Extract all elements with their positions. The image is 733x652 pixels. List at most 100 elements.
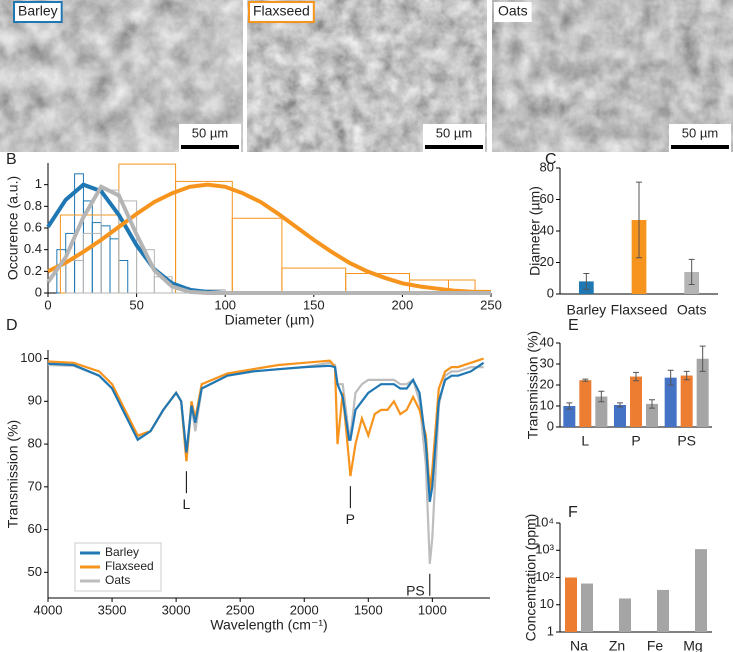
label-box <box>13 1 63 23</box>
y-tick-label: 20 <box>540 254 554 269</box>
micrograph-label: Flaxseed <box>253 3 310 19</box>
y-tick-label: 70 <box>28 478 42 493</box>
error-bar <box>649 399 655 409</box>
y-tick-label: 1 <box>547 623 554 638</box>
error-bar <box>636 181 642 259</box>
y-tick-label: 50 <box>28 564 42 579</box>
x-tick-label: Fe <box>647 638 664 652</box>
scale-bar <box>181 145 239 149</box>
y-tick-label: 90 <box>28 393 42 408</box>
histogram-bar <box>231 217 283 294</box>
y-tick-label: 10 <box>540 596 554 611</box>
bar <box>619 598 631 632</box>
x-tick-label: Barley <box>566 302 606 318</box>
y-tick-label: 0.2 <box>24 263 42 278</box>
legend-label: Flaxseed <box>105 559 154 573</box>
annotation: P <box>346 511 355 527</box>
bar <box>657 589 669 632</box>
y-tick-label: 20 <box>540 376 554 391</box>
bar <box>579 380 592 427</box>
annotation: PS <box>406 582 425 598</box>
panel-letter: E <box>568 317 579 334</box>
x-tick-label: 1500 <box>354 602 383 617</box>
error-bar <box>582 378 589 382</box>
y-axis-title: Occurence (a.u.) <box>5 176 21 280</box>
y-tick-label: 0.8 <box>24 198 42 213</box>
fit-curve <box>46 184 491 295</box>
panel-letter: D <box>6 317 18 334</box>
error-bar <box>667 369 674 386</box>
x-axis-title: Wavelength (cm⁻¹) <box>210 617 327 633</box>
y-axis-title: Transmission (%) <box>5 420 21 528</box>
y-axis-title: Concentration (ppm) <box>523 514 539 642</box>
histogram-bar <box>118 260 129 294</box>
x-tick-label: 100 <box>214 297 236 312</box>
x-tick-label: 3000 <box>162 602 191 617</box>
x-tick-label: 2500 <box>226 602 255 617</box>
x-tick-label: PS <box>677 433 696 449</box>
x-tick-label: P <box>631 433 640 449</box>
y-tick-label: 0.6 <box>24 219 42 234</box>
y-tick-label: 10³ <box>535 542 554 557</box>
x-tick-label: 50 <box>129 297 143 312</box>
scale-bar <box>425 145 483 149</box>
panel-letter: C <box>545 151 557 168</box>
bar <box>695 549 707 632</box>
x-tick-label: 2000 <box>290 602 319 617</box>
y-axis-title: Transmission (%) <box>525 331 541 439</box>
panel-letter: B <box>6 151 17 168</box>
bar <box>696 358 709 427</box>
x-tick-label: 3500 <box>98 602 127 617</box>
bar <box>563 406 576 427</box>
y-tick-label: 10 <box>540 397 554 412</box>
y-tick-label: 60 <box>28 521 42 536</box>
scale-bar-label: 50 µm <box>192 125 228 140</box>
micrograph-label: Barley <box>18 3 58 19</box>
micrograph-label: Oats <box>498 3 528 19</box>
error-bar <box>683 370 690 381</box>
y-tick-label: 0 <box>547 285 554 300</box>
legend-label: Oats <box>105 573 130 587</box>
x-tick-label: 0 <box>44 297 51 312</box>
error-bar <box>633 371 639 382</box>
legend-label: Barley <box>105 545 139 559</box>
y-tick-label: 0 <box>35 284 42 299</box>
spectrum-line <box>47 361 485 502</box>
bar <box>680 375 693 427</box>
scale-bar-label: 50 µm <box>436 125 472 140</box>
histogram-bar <box>175 180 233 294</box>
bar <box>565 577 577 632</box>
x-tick-label: 150 <box>303 297 325 312</box>
annotation: L <box>182 496 190 512</box>
x-tick-label: Mg <box>683 638 702 652</box>
error-bar <box>699 345 706 372</box>
error-bar <box>566 402 573 410</box>
bar <box>646 403 658 427</box>
scale-bar <box>671 145 729 149</box>
bar <box>664 377 677 427</box>
label-box <box>248 1 315 23</box>
spectrum-line <box>47 357 484 492</box>
x-tick-label: 250 <box>480 297 502 312</box>
y-tick-label: 80 <box>28 436 42 451</box>
y-tick-label: 80 <box>540 159 554 174</box>
x-axis-title: Diameter (µm) <box>225 312 315 328</box>
panel-letter: F <box>568 504 578 521</box>
x-tick-label: L <box>581 433 589 449</box>
y-tick-label: 1 <box>35 176 42 191</box>
x-tick-label: Flaxseed <box>611 302 668 318</box>
y-tick-label: 0.4 <box>24 241 42 256</box>
y-tick-label: 0 <box>547 418 554 433</box>
error-bar <box>688 258 695 286</box>
error-bar <box>598 390 605 403</box>
y-tick-label: 10⁴ <box>534 514 554 529</box>
y-tick-label: 40 <box>540 222 554 237</box>
y-axis-title: Diameter (µm) <box>527 186 543 276</box>
bar <box>630 376 642 427</box>
x-tick-label: Oats <box>677 302 707 318</box>
label-box <box>494 2 532 22</box>
y-tick-label: 30 <box>540 355 554 370</box>
x-tick-label: Zn <box>609 638 625 652</box>
histogram-bar <box>109 238 120 294</box>
bar <box>595 396 608 427</box>
